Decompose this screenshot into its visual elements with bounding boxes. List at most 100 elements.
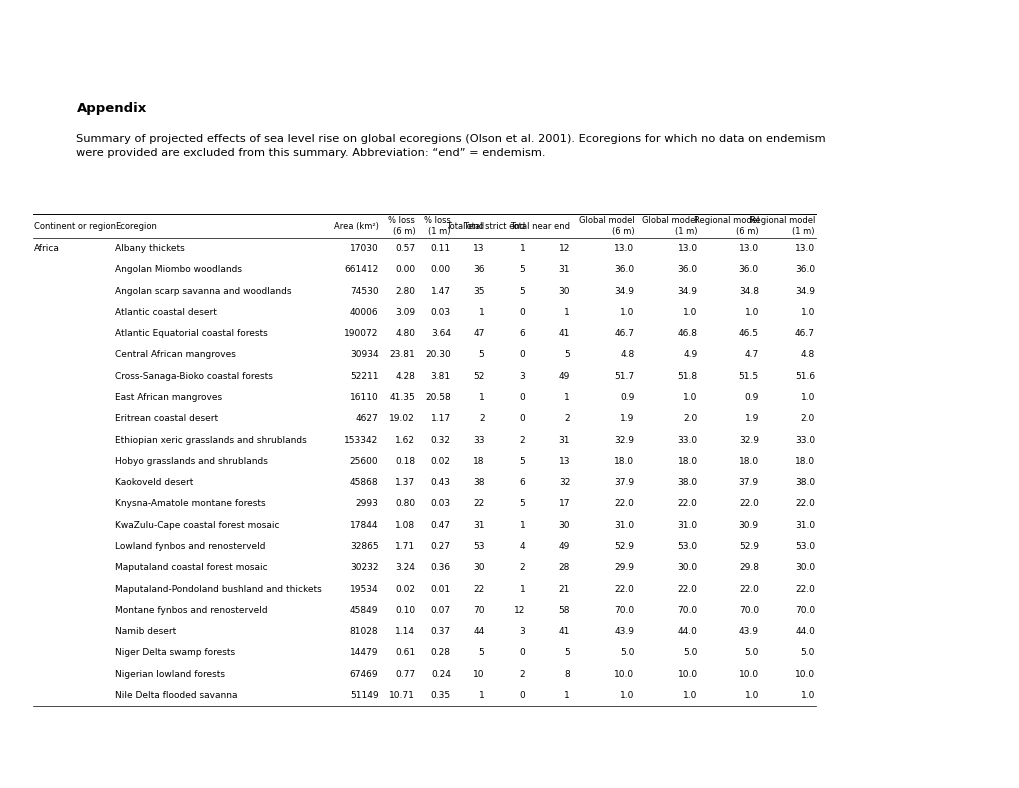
- Text: 3: 3: [519, 372, 525, 381]
- Text: 5.0: 5.0: [744, 649, 758, 657]
- Text: 153342: 153342: [343, 436, 378, 444]
- Text: 4.28: 4.28: [395, 372, 415, 381]
- Text: 30: 30: [473, 563, 484, 572]
- Text: 1: 1: [564, 308, 570, 317]
- Text: 2.0: 2.0: [800, 414, 814, 423]
- Text: 37.9: 37.9: [613, 478, 634, 487]
- Text: 0.36: 0.36: [430, 563, 450, 572]
- Text: 22.0: 22.0: [739, 500, 758, 508]
- Text: 22: 22: [473, 585, 484, 593]
- Text: 0.47: 0.47: [430, 521, 450, 530]
- Text: 31: 31: [558, 436, 570, 444]
- Text: 74530: 74530: [350, 287, 378, 296]
- Text: 0.24: 0.24: [431, 670, 450, 678]
- Text: 0.27: 0.27: [430, 542, 450, 551]
- Text: 0: 0: [519, 691, 525, 700]
- Text: 20.58: 20.58: [425, 393, 450, 402]
- Text: 1.17: 1.17: [430, 414, 450, 423]
- Text: 3: 3: [519, 627, 525, 636]
- Text: 12: 12: [558, 244, 570, 253]
- Text: 20.30: 20.30: [425, 351, 450, 359]
- Text: 38.0: 38.0: [677, 478, 697, 487]
- Text: 13: 13: [473, 244, 484, 253]
- Text: 0.9: 0.9: [744, 393, 758, 402]
- Text: 70.0: 70.0: [613, 606, 634, 615]
- Text: 1.9: 1.9: [744, 414, 758, 423]
- Text: 4.9: 4.9: [683, 351, 697, 359]
- Text: 1.62: 1.62: [394, 436, 415, 444]
- Text: Nigerian lowland forests: Nigerian lowland forests: [115, 670, 225, 678]
- Text: 17844: 17844: [350, 521, 378, 530]
- Text: 81028: 81028: [350, 627, 378, 636]
- Text: 22.0: 22.0: [795, 500, 814, 508]
- Text: 70.0: 70.0: [677, 606, 697, 615]
- Text: 46.7: 46.7: [613, 329, 634, 338]
- Text: 19.02: 19.02: [389, 414, 415, 423]
- Text: 1: 1: [478, 691, 484, 700]
- Text: 5: 5: [519, 500, 525, 508]
- Text: 4.8: 4.8: [620, 351, 634, 359]
- Text: Area (km²): Area (km²): [333, 221, 378, 231]
- Text: 44: 44: [473, 627, 484, 636]
- Text: 0.02: 0.02: [430, 457, 450, 466]
- Text: 34.9: 34.9: [613, 287, 634, 296]
- Text: 51.7: 51.7: [613, 372, 634, 381]
- Text: Ethiopian xeric grasslands and shrublands: Ethiopian xeric grasslands and shrubland…: [115, 436, 307, 444]
- Text: 1: 1: [564, 393, 570, 402]
- Text: 51.5: 51.5: [738, 372, 758, 381]
- Text: 17030: 17030: [350, 244, 378, 253]
- Text: Central African mangroves: Central African mangroves: [115, 351, 236, 359]
- Text: Atlantic coastal desert: Atlantic coastal desert: [115, 308, 217, 317]
- Text: 0.02: 0.02: [394, 585, 415, 593]
- Text: 44.0: 44.0: [795, 627, 814, 636]
- Text: 51149: 51149: [350, 691, 378, 700]
- Text: 31.0: 31.0: [613, 521, 634, 530]
- Text: 1: 1: [564, 691, 570, 700]
- Text: 0.03: 0.03: [430, 500, 450, 508]
- Text: 45868: 45868: [350, 478, 378, 487]
- Text: 1.47: 1.47: [430, 287, 450, 296]
- Text: 70.0: 70.0: [738, 606, 758, 615]
- Text: Eritrean coastal desert: Eritrean coastal desert: [115, 414, 218, 423]
- Text: 1.0: 1.0: [683, 691, 697, 700]
- Text: 70: 70: [473, 606, 484, 615]
- Text: 49: 49: [558, 542, 570, 551]
- Text: 18.0: 18.0: [738, 457, 758, 466]
- Text: 31: 31: [558, 266, 570, 274]
- Text: 0.07: 0.07: [430, 606, 450, 615]
- Text: 18: 18: [473, 457, 484, 466]
- Text: 33: 33: [473, 436, 484, 444]
- Text: Angolan scarp savanna and woodlands: Angolan scarp savanna and woodlands: [115, 287, 291, 296]
- Text: 29.9: 29.9: [613, 563, 634, 572]
- Text: 5: 5: [478, 649, 484, 657]
- Text: 0: 0: [519, 393, 525, 402]
- Text: 0.18: 0.18: [394, 457, 415, 466]
- Text: 5.0: 5.0: [800, 649, 814, 657]
- Text: 1.9: 1.9: [620, 414, 634, 423]
- Text: 0.57: 0.57: [394, 244, 415, 253]
- Text: 0.80: 0.80: [394, 500, 415, 508]
- Text: 1.0: 1.0: [800, 691, 814, 700]
- Text: 30934: 30934: [350, 351, 378, 359]
- Text: 41.35: 41.35: [389, 393, 415, 402]
- Text: Kaokoveld desert: Kaokoveld desert: [115, 478, 194, 487]
- Text: 30: 30: [558, 287, 570, 296]
- Text: Angolan Miombo woodlands: Angolan Miombo woodlands: [115, 266, 243, 274]
- Text: 46.8: 46.8: [677, 329, 697, 338]
- Text: 0.00: 0.00: [394, 266, 415, 274]
- Text: 13: 13: [558, 457, 570, 466]
- Text: Montane fynbos and renosterveld: Montane fynbos and renosterveld: [115, 606, 268, 615]
- Text: 2: 2: [564, 414, 570, 423]
- Text: 53.0: 53.0: [794, 542, 814, 551]
- Text: 14479: 14479: [350, 649, 378, 657]
- Text: 21: 21: [558, 585, 570, 593]
- Text: Niger Delta swamp forests: Niger Delta swamp forests: [115, 649, 235, 657]
- Text: KwaZulu-Cape coastal forest mosaic: KwaZulu-Cape coastal forest mosaic: [115, 521, 279, 530]
- Text: 45849: 45849: [350, 606, 378, 615]
- Text: 3.64: 3.64: [430, 329, 450, 338]
- Text: 30: 30: [558, 521, 570, 530]
- Text: 0.00: 0.00: [430, 266, 450, 274]
- Text: 5: 5: [478, 351, 484, 359]
- Text: Total near end: Total near end: [510, 221, 570, 231]
- Text: 3.81: 3.81: [430, 372, 450, 381]
